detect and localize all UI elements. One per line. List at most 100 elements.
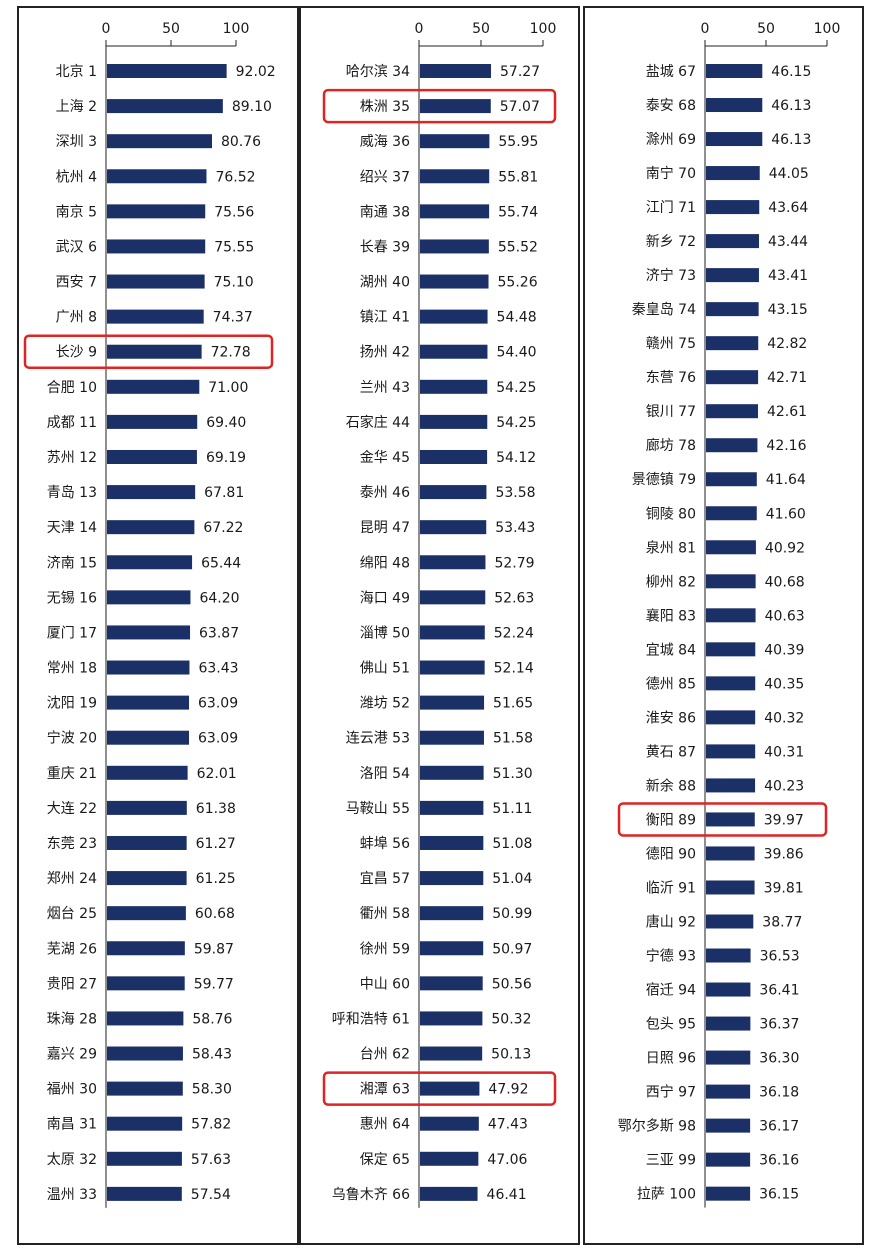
city-label: 哈尔滨 34 <box>346 64 410 80</box>
city-label: 淮安 86 <box>646 710 696 726</box>
bar <box>706 948 751 963</box>
bar <box>107 695 190 710</box>
city-label: 唐山 92 <box>646 914 696 931</box>
value-label: 43.15 <box>768 302 808 318</box>
bar <box>420 1046 483 1061</box>
value-label: 36.30 <box>759 1051 799 1067</box>
value-label: 51.58 <box>493 731 533 747</box>
value-label: 36.53 <box>760 949 800 965</box>
bar <box>706 1084 751 1099</box>
bar <box>420 695 485 710</box>
value-label: 42.61 <box>767 404 807 420</box>
value-label: 51.11 <box>492 801 532 817</box>
value-label: 39.97 <box>764 812 804 828</box>
city-label: 长春 39 <box>360 239 410 255</box>
value-label: 57.54 <box>191 1187 231 1203</box>
bar <box>706 642 756 657</box>
bar <box>706 846 755 861</box>
city-label: 滁州 69 <box>646 132 696 148</box>
bar <box>706 200 760 215</box>
bar <box>706 438 758 453</box>
value-label: 80.76 <box>221 134 261 150</box>
bar <box>706 574 756 589</box>
value-label: 55.52 <box>498 239 538 255</box>
bar <box>107 555 193 570</box>
bar <box>107 941 185 956</box>
value-label: 50.56 <box>492 976 532 992</box>
value-label: 58.43 <box>192 1047 232 1063</box>
value-label: 39.86 <box>764 846 804 862</box>
bar <box>420 835 484 850</box>
value-label: 55.26 <box>498 275 538 291</box>
bar <box>107 239 206 254</box>
city-label: 成都 11 <box>47 415 97 431</box>
bar <box>420 99 491 114</box>
city-label: 铜陵 80 <box>646 506 696 522</box>
value-label: 59.77 <box>194 976 234 992</box>
city-label: 柳州 82 <box>646 573 696 590</box>
value-label: 46.41 <box>487 1187 527 1203</box>
bar <box>420 555 486 570</box>
city-label: 呼和浩特 61 <box>332 1011 410 1027</box>
value-label: 46.13 <box>771 98 811 114</box>
city-label: 无锡 16 <box>47 590 97 606</box>
bar <box>107 590 191 605</box>
bar <box>706 1152 751 1167</box>
city-label: 泉州 81 <box>646 539 696 556</box>
bar <box>706 132 763 147</box>
bar <box>107 134 212 149</box>
value-label: 92.02 <box>236 64 276 80</box>
value-label: 43.41 <box>768 268 808 284</box>
city-label: 金华 45 <box>360 450 410 466</box>
city-label: 廊坊 78 <box>646 437 696 454</box>
bar <box>706 1118 751 1133</box>
value-label: 36.18 <box>759 1085 799 1101</box>
value-label: 61.25 <box>196 871 236 887</box>
city-label: 嘉兴 29 <box>47 1047 97 1063</box>
value-label: 62.01 <box>197 766 237 782</box>
value-label: 50.97 <box>492 941 532 957</box>
bar <box>107 625 191 640</box>
city-label: 新余 88 <box>646 777 696 794</box>
city-label: 盐城 67 <box>646 64 696 80</box>
bar <box>706 166 760 181</box>
city-label: 衡阳 89 <box>646 812 696 828</box>
value-label: 59.87 <box>194 941 234 957</box>
city-label: 镇江 41 <box>360 310 410 326</box>
x-tick-label: 0 <box>102 21 111 37</box>
value-label: 55.95 <box>498 134 538 150</box>
value-label: 52.24 <box>494 625 534 641</box>
city-label: 苏州 12 <box>47 450 97 466</box>
bar <box>420 590 486 605</box>
x-tick-label: 50 <box>472 21 490 37</box>
bar <box>706 812 755 827</box>
bar <box>706 268 759 283</box>
city-label: 兰州 43 <box>360 380 410 396</box>
city-label: 德州 85 <box>646 676 696 692</box>
value-label: 41.64 <box>766 472 806 488</box>
bar <box>420 625 485 640</box>
value-label: 63.43 <box>198 661 238 677</box>
city-label: 拉萨 100 <box>637 1187 696 1203</box>
city-label: 淄博 50 <box>360 624 410 641</box>
value-label: 55.74 <box>498 204 538 220</box>
bar <box>420 1116 479 1131</box>
value-label: 65.44 <box>201 555 241 571</box>
city-label: 昆明 47 <box>360 520 410 536</box>
value-label: 47.43 <box>488 1117 528 1133</box>
value-label: 75.10 <box>214 275 254 291</box>
value-label: 36.16 <box>759 1153 799 1169</box>
value-label: 40.23 <box>764 778 804 794</box>
bar <box>420 941 484 956</box>
x-tick-label: 50 <box>757 21 775 37</box>
bar <box>706 540 756 555</box>
value-label: 39.81 <box>764 880 804 896</box>
value-label: 50.13 <box>491 1047 531 1063</box>
bar <box>420 1186 478 1201</box>
city-label: 襄阳 83 <box>646 608 696 624</box>
bar <box>420 765 484 780</box>
city-label: 江门 71 <box>646 200 696 216</box>
value-label: 50.32 <box>491 1011 531 1027</box>
city-label: 宜昌 57 <box>360 871 410 887</box>
panel-frame <box>583 6 864 1245</box>
